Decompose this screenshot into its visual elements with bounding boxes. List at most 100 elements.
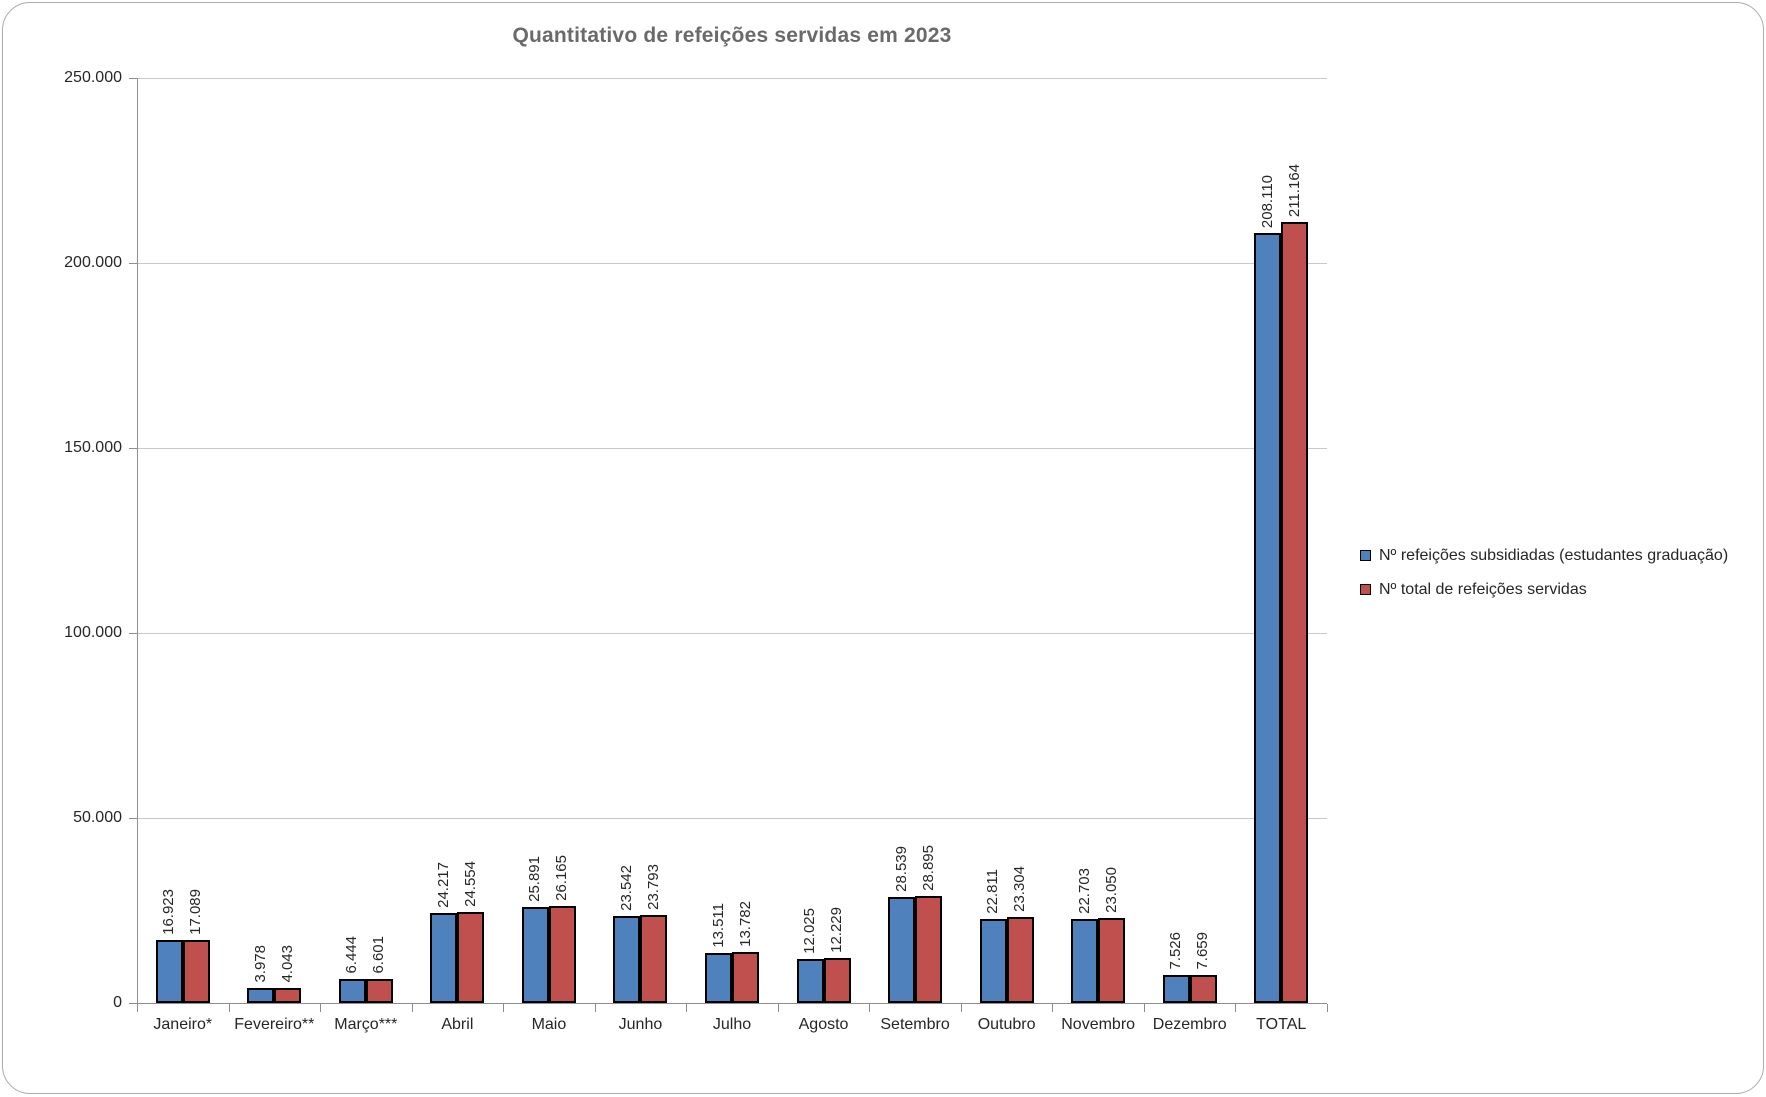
plot-area: 16.923 17.089 3.978 4.043 6.444 6.601 24.217 24…	[129, 78, 1328, 1012]
x-axis-tick	[1235, 1004, 1237, 1012]
bar-value-label: 22.703	[1075, 868, 1093, 914]
y-axis-tick	[129, 818, 137, 819]
bar-total-junho	[640, 915, 668, 1003]
bar-value-label: 7.526	[1167, 932, 1185, 970]
legend-label: Nº refeições subsidiadas (estudantes gra…	[1379, 546, 1729, 564]
bar-total-janeiro	[182, 940, 210, 1003]
x-tick-label: Abril	[441, 1016, 474, 1033]
x-axis-tick	[320, 1004, 322, 1012]
y-tick-label: 250.000	[64, 69, 122, 86]
bar-subsidiadas-setembro	[888, 897, 916, 1003]
gridline	[137, 263, 1327, 264]
y-axis-tick	[129, 448, 137, 449]
x-tick-label: Maio	[531, 1016, 567, 1033]
bar-subsidiadas-novembro	[1071, 919, 1099, 1003]
x-axis-tick	[960, 1004, 962, 1012]
bar-value-label: 211.164	[1285, 163, 1303, 217]
x-axis-tick	[137, 1004, 138, 1012]
x-tick-label: Janeiro*	[153, 1016, 213, 1033]
bar-subsidiadas-total	[1254, 233, 1282, 1003]
bar-total-maio	[548, 906, 576, 1003]
bar-value-label: 16.923	[160, 889, 178, 935]
bar-subsidiadas-janeiro	[155, 940, 183, 1003]
x-axis-line	[137, 1003, 1327, 1004]
x-tick-label: Setembro	[880, 1016, 950, 1033]
bar-value-label: 7.659	[1194, 932, 1212, 970]
bar-value-label: 6.601	[370, 936, 388, 974]
bar-value-label: 23.050	[1102, 867, 1120, 913]
bar-total-outubro	[1006, 917, 1034, 1003]
legend-item-subsidiadas: Nº refeições subsidiadas (estudantes gra…	[1360, 546, 1728, 565]
gridline	[137, 818, 1327, 819]
bar-value-label: 28.895	[919, 845, 937, 891]
legend-item-total: Nº total de refeições servidas	[1360, 580, 1728, 599]
y-tick-label: 50.000	[73, 809, 122, 826]
x-axis-tick	[411, 1004, 413, 1012]
bar-value-label: 22.811	[984, 869, 1002, 914]
x-tick-label: Julho	[712, 1016, 752, 1033]
bar-subsidiadas-maio	[521, 907, 549, 1003]
x-axis-tick	[594, 1004, 596, 1012]
bar-subsidiadas-agosto	[796, 959, 824, 1003]
gridline	[137, 633, 1327, 634]
bar-value-label: 26.165	[553, 855, 571, 901]
bar-value-label: 3.978	[251, 945, 269, 983]
bar-value-label: 23.304	[1011, 866, 1029, 912]
y-axis-tick	[129, 263, 137, 264]
legend-swatch-icon	[1360, 550, 1371, 561]
y-tick-label: 0	[113, 994, 122, 1011]
bar-total-agosto	[823, 958, 851, 1003]
bar-subsidiadas-junho	[613, 916, 641, 1003]
x-tick-label: Agosto	[798, 1016, 849, 1033]
bar-total-dezembro	[1189, 975, 1217, 1003]
x-axis-tick	[869, 1004, 871, 1012]
bar-value-label: 24.554	[461, 861, 479, 907]
bar-value-label: 12.229	[828, 907, 846, 953]
chart-title: Quantitativo de refeições servidas em 20…	[512, 24, 952, 47]
bar-total-julho	[732, 952, 759, 1003]
bar-subsidiadas-dezembro	[1162, 975, 1190, 1003]
x-axis-tick	[1143, 1004, 1145, 1012]
bar-value-label: 13.782	[736, 901, 754, 947]
y-tick-label: 100.000	[64, 624, 122, 641]
bar-value-label: 23.793	[644, 864, 662, 910]
bar-subsidiadas-fevereiro	[247, 988, 275, 1003]
y-tick-label: 200.000	[64, 254, 122, 271]
bar-value-label: 13.511	[709, 903, 727, 948]
bar-subsidiadas-abril	[430, 913, 458, 1003]
x-tick-label: Fevereiro**	[234, 1016, 315, 1033]
bar-value-label: 25.891	[526, 856, 544, 902]
x-axis-tick	[777, 1004, 779, 1012]
y-axis-line	[137, 78, 138, 1003]
bar-value-label: 28.539	[892, 846, 910, 892]
bar-value-label: 6.444	[343, 936, 361, 974]
x-tick-label: Novembro	[1061, 1016, 1136, 1033]
x-tick-label: TOTAL	[1256, 1016, 1307, 1033]
bar-total-abril	[457, 912, 485, 1003]
x-tick-label: Março***	[334, 1016, 398, 1033]
x-axis-tick	[686, 1004, 688, 1012]
bar-total-total	[1281, 222, 1309, 1003]
x-axis-tick	[1052, 1004, 1054, 1012]
x-tick-label: Junho	[618, 1016, 663, 1033]
y-axis-tick	[129, 633, 137, 634]
bar-subsidiadas-março	[338, 979, 366, 1003]
legend-label: Nº total de refeições servidas	[1379, 580, 1587, 598]
x-axis-tick	[228, 1004, 230, 1012]
x-tick-label: Dezembro	[1152, 1016, 1227, 1033]
bar-subsidiadas-outubro	[979, 919, 1007, 1003]
gridline	[137, 448, 1327, 449]
bar-value-label: 24.217	[434, 862, 452, 908]
legend-swatch-icon	[1360, 584, 1371, 595]
bar-value-label: 23.542	[617, 865, 635, 911]
bar-value-label: 208.110	[1258, 174, 1276, 228]
gridline	[137, 78, 1327, 79]
y-tick-label: 150.000	[64, 439, 122, 456]
y-axis-tick	[129, 1003, 137, 1004]
bar-value-label: 17.089	[187, 889, 205, 935]
x-axis-tick	[1327, 1004, 1328, 1012]
bar-subsidiadas-julho	[705, 953, 732, 1003]
bar-value-label: 4.043	[278, 945, 296, 983]
